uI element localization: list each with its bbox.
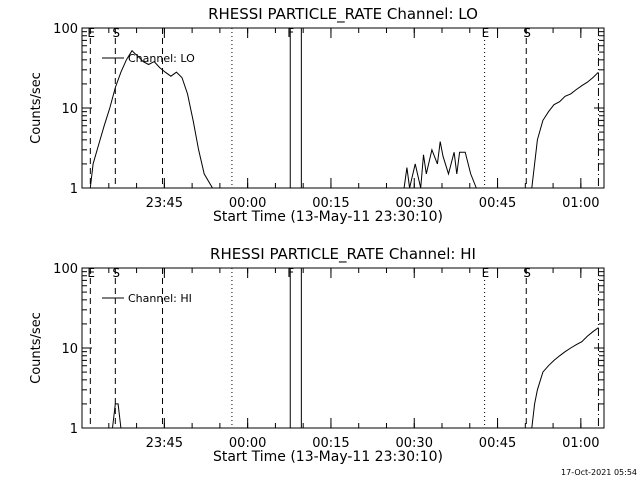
event-marker-label: S bbox=[112, 26, 120, 40]
event-marker-label: S bbox=[523, 266, 531, 280]
event-marker-label: S bbox=[523, 26, 531, 40]
y-axis-label: Counts/sec bbox=[29, 72, 44, 144]
x-tick-label: 00:30 bbox=[396, 436, 433, 451]
y-tick-label: 1 bbox=[70, 182, 78, 197]
event-marker-label: E bbox=[87, 26, 95, 40]
chart-title: RHESSI PARTICLE_RATE Channel: LO bbox=[208, 5, 478, 24]
event-marker-label: E bbox=[482, 26, 490, 40]
x-tick-label: 00:45 bbox=[479, 196, 516, 211]
x-tick-label: 01:00 bbox=[562, 436, 599, 451]
y-axis-label: Counts/sec bbox=[29, 312, 44, 384]
x-axis-label: Start Time (13-May-11 23:30:10) bbox=[213, 209, 443, 225]
series-line bbox=[112, 327, 599, 429]
x-tick-label: 00:30 bbox=[396, 196, 433, 211]
legend-label: Channel: HI bbox=[128, 292, 192, 305]
chart-panel-hi: RHESSI PARTICLE_RATE Channel: HI 1 10 100 23… bbox=[29, 245, 605, 465]
y-tick-label: 100 bbox=[53, 262, 78, 277]
footer-timestamp: 17-Oct-2021 05:54 bbox=[561, 468, 637, 477]
y-tick-label: 10 bbox=[61, 102, 78, 117]
x-tick-label: 00:15 bbox=[312, 436, 349, 451]
y-tick-label: 10 bbox=[61, 342, 78, 357]
x-tick-label: 00:00 bbox=[229, 436, 266, 451]
x-tick-label: 00:15 bbox=[312, 196, 349, 211]
y-tick-label: 100 bbox=[53, 22, 78, 37]
chart-title: RHESSI PARTICLE_RATE Channel: HI bbox=[210, 245, 476, 264]
event-marker-label: F bbox=[287, 26, 294, 40]
x-tick-label: 23:45 bbox=[146, 436, 183, 451]
series-line bbox=[89, 49, 599, 189]
x-axis-label: Start Time (13-May-11 23:30:10) bbox=[213, 449, 443, 465]
event-marker-label: E bbox=[87, 266, 95, 280]
x-tick-label: 23:45 bbox=[146, 196, 183, 211]
x-tick-label: 01:00 bbox=[562, 196, 599, 211]
y-tick-label: 1 bbox=[70, 422, 78, 437]
event-marker-label: S bbox=[112, 266, 120, 280]
event-marker-label: F bbox=[287, 266, 294, 280]
x-tick-label: 00:00 bbox=[229, 196, 266, 211]
event-marker-label: E bbox=[482, 266, 490, 280]
legend-label: Channel: LO bbox=[128, 52, 195, 65]
chart-panel-lo: RHESSI PARTICLE_RATE Channel: LO 1 10 100 23… bbox=[29, 5, 605, 225]
x-tick-label: 00:45 bbox=[479, 436, 516, 451]
